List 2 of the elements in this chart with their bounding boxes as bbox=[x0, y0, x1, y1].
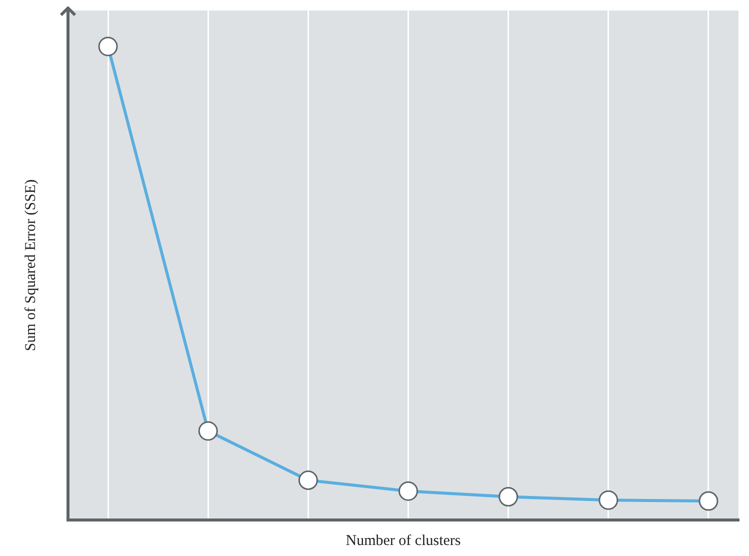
x-axis-title: Number of clusters bbox=[346, 532, 461, 549]
y-axis-title: Sum of Squared Error (SSE) bbox=[22, 179, 39, 352]
